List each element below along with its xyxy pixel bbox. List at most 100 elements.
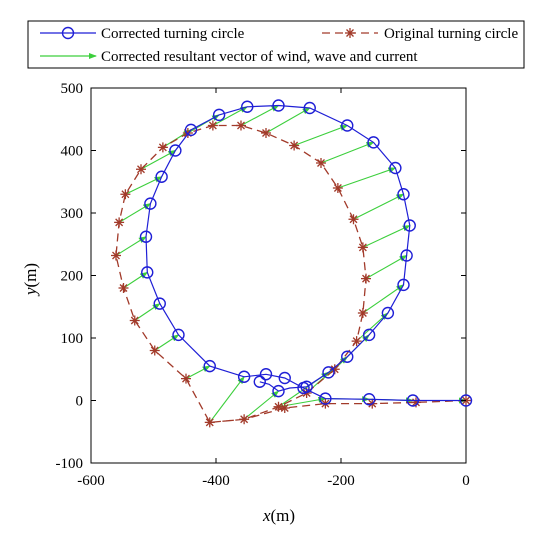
corrected-series-point (341, 350, 354, 363)
resultant-vector-arrow (362, 225, 411, 248)
corrected-series-point (184, 123, 198, 137)
original-series-point (279, 403, 290, 413)
resultant-vector-arrow (320, 141, 375, 164)
resultant-vector-arrow (240, 105, 280, 126)
legend-original-marker (345, 28, 355, 38)
corrected-series-point (172, 328, 185, 342)
resultant-vector-arrow (337, 167, 397, 189)
original-series-point (149, 345, 160, 356)
corrected-series-point (203, 359, 216, 373)
resultant-vector-arrow (265, 107, 311, 134)
y-tick-label: 0 (76, 394, 84, 410)
original-series-point (129, 315, 140, 326)
x-tick-label: -400 (202, 473, 230, 489)
legend-vector-label: Corrected resultant vector of wind, wave… (101, 49, 418, 65)
original-series-point (111, 250, 121, 261)
corrected-series-point (459, 394, 473, 407)
x-axis-title: x(m) (262, 506, 295, 525)
original-series-point (204, 417, 215, 428)
resultant-vector-arrow (209, 375, 245, 423)
resultant-vector-arrow (123, 271, 149, 289)
corrected-series-point (144, 197, 157, 210)
original-series-point (207, 120, 218, 131)
resultant-vector-arrow (293, 124, 349, 147)
corrected-series-point (406, 394, 420, 407)
x-tick-label: -600 (77, 473, 105, 489)
corrected-series-line (145, 104, 466, 402)
corrected-series-point (319, 392, 332, 405)
original-series-point (357, 308, 368, 318)
legend-corrected-marker (61, 26, 75, 40)
corrected-series-point (322, 366, 335, 379)
corrected-series-point (389, 161, 402, 175)
corrected-series-point (303, 101, 316, 115)
y-tick-label: -100 (56, 456, 84, 472)
corrected-series-group (139, 99, 473, 407)
original-series-point (181, 373, 191, 384)
corrected-series-point (381, 306, 395, 320)
original-series-point (316, 158, 326, 168)
corrected-series-point (253, 375, 266, 388)
resultant-vector-arrow (154, 334, 180, 351)
original-series-point (157, 142, 168, 153)
original-series-point (351, 336, 362, 347)
legend-original-label: Original turning circle (384, 26, 518, 42)
y-tick-label: 200 (61, 269, 84, 285)
corrected-series-point (341, 119, 354, 132)
original-series-point (261, 128, 271, 138)
original-series-point (120, 189, 131, 200)
y-tick-label: 300 (61, 206, 84, 222)
legend-corrected-label: Corrected turning circle (101, 26, 245, 42)
original-series-point (136, 164, 146, 175)
original-series-point (329, 364, 340, 375)
resultant-vector-arrow (278, 396, 327, 408)
y-tick-label: 500 (61, 81, 84, 97)
corrected-series-point (212, 108, 226, 122)
legend-box (27, 20, 525, 69)
corrected-series-point (259, 368, 273, 381)
corrected-series-point (169, 144, 182, 157)
corrected-series-point (362, 328, 376, 342)
corrected-series-point (400, 249, 413, 262)
resultant-vector-arrow (212, 106, 249, 126)
resultant-vector-arrow (125, 176, 163, 195)
corrected-series-point (362, 393, 376, 406)
resultant-vector-arrow (365, 255, 408, 280)
ticks-group: -600 -400 -200 0 -100 0 100 200 300 400 500 (56, 81, 470, 489)
corrected-series-point (397, 278, 410, 292)
x-tick-label: 0 (462, 473, 470, 489)
original-series-point (357, 242, 368, 253)
resultant-vector-arrow (362, 284, 405, 314)
resultant-vector-arrow (243, 390, 280, 420)
original-series-point (236, 120, 246, 131)
corrected-series-point (155, 170, 168, 183)
resultant-vector-arrow (353, 193, 405, 220)
corrected-series-point (153, 297, 166, 310)
original-series-point (332, 183, 343, 193)
y-axis-title: y(m) (21, 263, 40, 297)
corrected-series-point (397, 188, 410, 201)
resultant-vector-arrow (185, 365, 211, 380)
legend: Corrected turning circle Original turnin… (27, 20, 525, 69)
corrected-series-point (272, 384, 285, 398)
original-series-point (273, 401, 284, 412)
resultant-vector-arrow (140, 150, 177, 170)
y-tick-label: 400 (61, 144, 84, 160)
corrected-series-point (141, 266, 154, 279)
original-series-point (239, 414, 250, 425)
corrected-series-point (139, 230, 153, 243)
corrected-series-point (367, 136, 380, 149)
corrected-series-point (241, 100, 254, 113)
resultant-vector-arrow (356, 312, 389, 342)
original-series-point (114, 217, 125, 228)
corrected-series-point (272, 99, 285, 112)
corrected-series-point (278, 371, 291, 385)
original-series-point (361, 273, 371, 284)
corrected-series-point (237, 370, 251, 383)
x-tick-label: -200 (327, 473, 355, 489)
corrected-series-point (403, 219, 416, 232)
corrected-series-point (300, 380, 313, 393)
y-tick-label: 100 (61, 331, 84, 347)
original-series-point (348, 214, 359, 225)
original-series-point (289, 140, 300, 151)
